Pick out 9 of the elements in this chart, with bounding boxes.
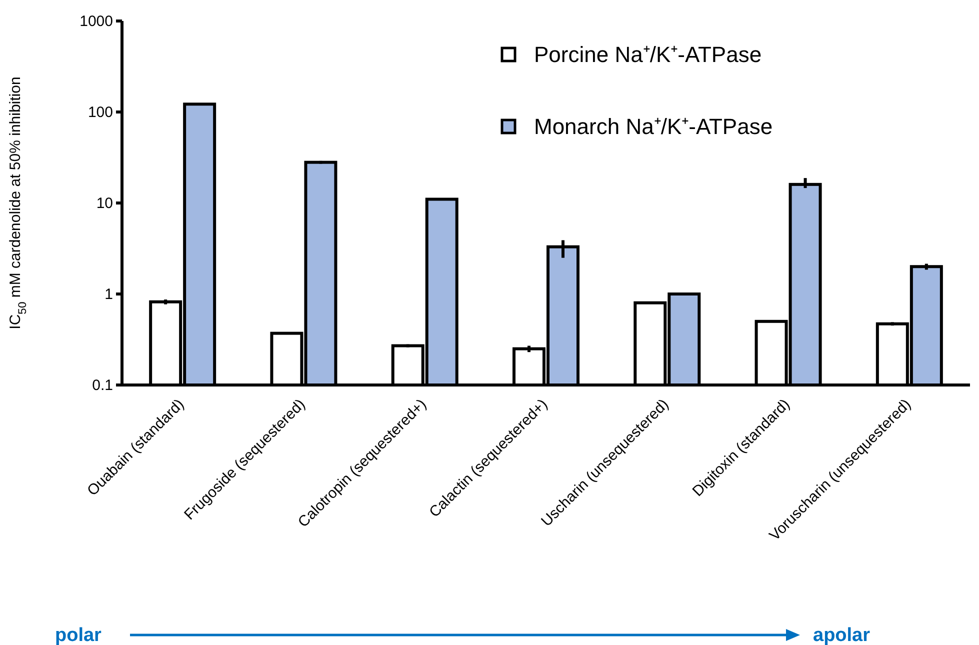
y-tick-label: 1 bbox=[104, 286, 113, 303]
y-tick-label: 100 bbox=[88, 104, 113, 121]
y-tick-label: 10 bbox=[96, 194, 113, 212]
text: apolar bbox=[813, 625, 871, 645]
y-tick-label: 0.1 bbox=[92, 376, 113, 394]
y-tick-label: 1000 bbox=[80, 12, 113, 30]
legend-label: Monarch Na⁺/K⁺-ATPase bbox=[534, 114, 773, 139]
legend-label: Porcine Na⁺/K⁺-ATPase bbox=[534, 42, 762, 67]
text: polar bbox=[55, 625, 102, 645]
